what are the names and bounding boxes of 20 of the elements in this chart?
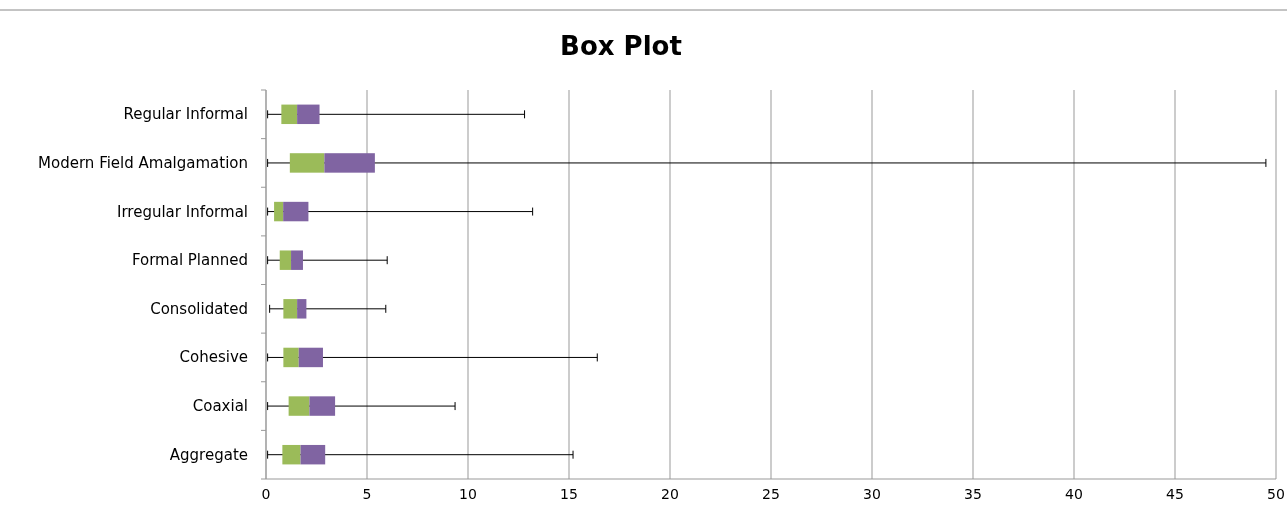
y-tick-label: Modern Field Amalgamation [38,153,248,172]
y-tick-label: Irregular Informal [117,202,248,221]
x-tick-label: 25 [762,486,780,502]
x-tick-label: 40 [1065,486,1083,502]
x-tick-label: 20 [661,486,679,502]
y-tick-label: Cohesive [179,348,248,367]
y-tick-label: Formal Planned [131,251,248,270]
x-tick-label: 35 [964,486,982,502]
chart-title: Box Plot [560,31,682,61]
y-tick-label: Consolidated [150,299,248,318]
x-tick-label: 30 [863,486,881,502]
x-tick-label: 0 [261,486,271,502]
x-tick-label: 45 [1166,486,1184,502]
x-tick-label: 5 [362,486,372,502]
y-tick-label: Aggregate [169,445,248,464]
x-tick-label: 15 [560,486,578,502]
y-tick-label: Coaxial [192,397,248,416]
y-tick-label: Regular Informal [123,105,248,124]
x-tick-label: 10 [459,486,477,502]
x-tick-label: 50 [1267,486,1285,502]
